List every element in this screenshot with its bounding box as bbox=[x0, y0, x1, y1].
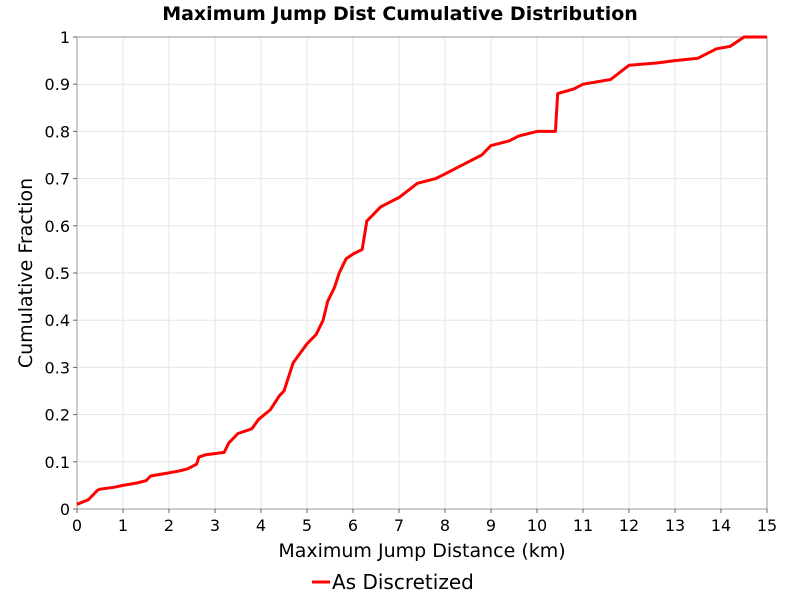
y-axis-label: Cumulative Fraction bbox=[15, 178, 37, 368]
series-line-0 bbox=[76, 35, 767, 506]
x-tick-label: 13 bbox=[665, 516, 685, 535]
x-tick-label: 15 bbox=[757, 516, 777, 535]
y-tick-label: 0.6 bbox=[45, 217, 70, 236]
legend: As Discretized bbox=[312, 570, 474, 594]
x-tick-label: 14 bbox=[711, 516, 731, 535]
x-tick-label: 2 bbox=[164, 516, 174, 535]
x-tick-label: 6 bbox=[348, 516, 358, 535]
y-tick-label: 0.8 bbox=[45, 122, 70, 141]
x-tick-label: 7 bbox=[394, 516, 404, 535]
y-tick-label: 0.9 bbox=[45, 75, 70, 94]
series-layer bbox=[76, 35, 767, 506]
y-tick-label: 0.3 bbox=[45, 358, 70, 377]
x-tick-label: 12 bbox=[619, 516, 639, 535]
y-axis-ticks: 0 0.1 0.2 0.3 0.4 0.5 0.6 0.7 0.8 0.9 1 bbox=[45, 28, 77, 519]
x-tick-label: 3 bbox=[210, 516, 220, 535]
x-tick-label: 8 bbox=[440, 516, 450, 535]
y-tick-label: 0 bbox=[60, 500, 70, 519]
y-tick-label: 0.2 bbox=[45, 406, 70, 425]
legend-label: As Discretized bbox=[332, 570, 474, 594]
x-axis-ticks: 0 1 2 3 4 5 6 7 8 9 10 11 12 13 14 15 bbox=[72, 509, 777, 535]
x-tick-label: 11 bbox=[573, 516, 593, 535]
y-tick-label: 1 bbox=[60, 28, 70, 47]
x-tick-label: 1 bbox=[118, 516, 128, 535]
y-tick-label: 0.4 bbox=[45, 311, 70, 330]
x-axis-label: Maximum Jump Distance (km) bbox=[278, 540, 565, 562]
y-tick-label: 0.5 bbox=[45, 264, 70, 283]
chart-title: Maximum Jump Dist Cumulative Distributio… bbox=[162, 3, 638, 25]
y-tick-label: 0.7 bbox=[45, 170, 70, 189]
x-tick-label: 5 bbox=[302, 516, 312, 535]
x-tick-label: 9 bbox=[486, 516, 496, 535]
x-tick-label: 10 bbox=[527, 516, 547, 535]
x-tick-label: 0 bbox=[72, 516, 82, 535]
x-tick-label: 4 bbox=[256, 516, 266, 535]
grid bbox=[76, 36, 768, 510]
y-tick-label: 0.1 bbox=[45, 453, 70, 472]
